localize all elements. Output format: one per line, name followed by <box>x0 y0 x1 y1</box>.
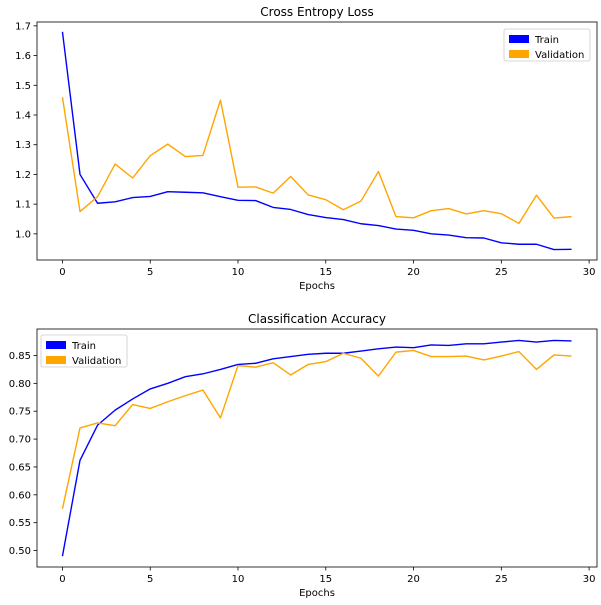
y-tick-label: 0.75 <box>9 407 31 418</box>
x-tick-label: 10 <box>232 574 245 585</box>
x-tick-label: 25 <box>495 574 508 585</box>
x-tick-label: 15 <box>319 267 332 278</box>
y-tick-label: 0.80 <box>9 379 31 390</box>
legend-label-validation: Validation <box>535 50 584 61</box>
y-tick-label: 1.0 <box>15 229 31 240</box>
y-tick-label: 1.4 <box>15 111 31 122</box>
y-tick-label: 1.1 <box>15 200 31 211</box>
legend: Train Validation <box>503 28 591 62</box>
y-tick-label: 0.85 <box>9 351 31 362</box>
chart-title: Cross Entropy Loss <box>260 5 373 19</box>
x-tick-label: 30 <box>583 574 596 585</box>
x-tick-label: 30 <box>583 267 596 278</box>
x-tick-label: 0 <box>59 574 65 585</box>
y-tick-label: 0.70 <box>9 435 31 446</box>
legend-swatch-validation <box>509 50 529 58</box>
x-axis-label: Epochs <box>299 588 335 599</box>
x-axis-label: Epochs <box>299 281 335 292</box>
x-tick-label: 20 <box>407 267 420 278</box>
legend: Train Validation <box>40 334 128 368</box>
series-line-train <box>61 31 572 251</box>
plot-area-frame <box>36 328 598 568</box>
chart-title: Classification Accuracy <box>248 312 386 326</box>
x-tick-label: 25 <box>495 267 508 278</box>
legend-label-train: Train <box>534 35 559 46</box>
y-tick-label: 0.50 <box>9 546 31 557</box>
x-tick-label: 10 <box>232 267 245 278</box>
x-tick-label: 20 <box>407 574 420 585</box>
y-tick-label: 1.6 <box>15 51 31 62</box>
series-line-train <box>61 339 572 557</box>
x-tick-label: 0 <box>59 267 65 278</box>
x-tick-label: 5 <box>147 267 153 278</box>
legend-swatch-validation <box>46 356 66 364</box>
legend-label-train: Train <box>71 341 96 352</box>
legend-swatch-train <box>509 35 529 43</box>
y-tick-label: 0.65 <box>9 462 31 473</box>
y-tick-label: 0.55 <box>9 518 31 529</box>
x-tick-label: 15 <box>319 574 332 585</box>
legend-swatch-train <box>46 341 66 349</box>
legend-label-validation: Validation <box>72 356 121 367</box>
accuracy-chart: Classification Accuracy 0 5 10 15 20 25 30 0.50 0… <box>9 312 598 599</box>
y-tick-label: 0.60 <box>9 490 31 501</box>
series-line-validation <box>61 97 572 225</box>
y-tick-label: 1.5 <box>15 81 31 92</box>
y-tick-label: 1.3 <box>15 140 31 151</box>
y-tick-label: 1.2 <box>15 170 31 181</box>
loss-chart: Cross Entropy Loss 0 5 10 15 20 25 30 1.0 1.1 1.2 1… <box>15 5 598 292</box>
y-tick-label: 1.7 <box>15 21 31 32</box>
x-tick-label: 5 <box>147 574 153 585</box>
plot-area-frame <box>36 21 598 261</box>
series-line-validation <box>61 349 572 509</box>
